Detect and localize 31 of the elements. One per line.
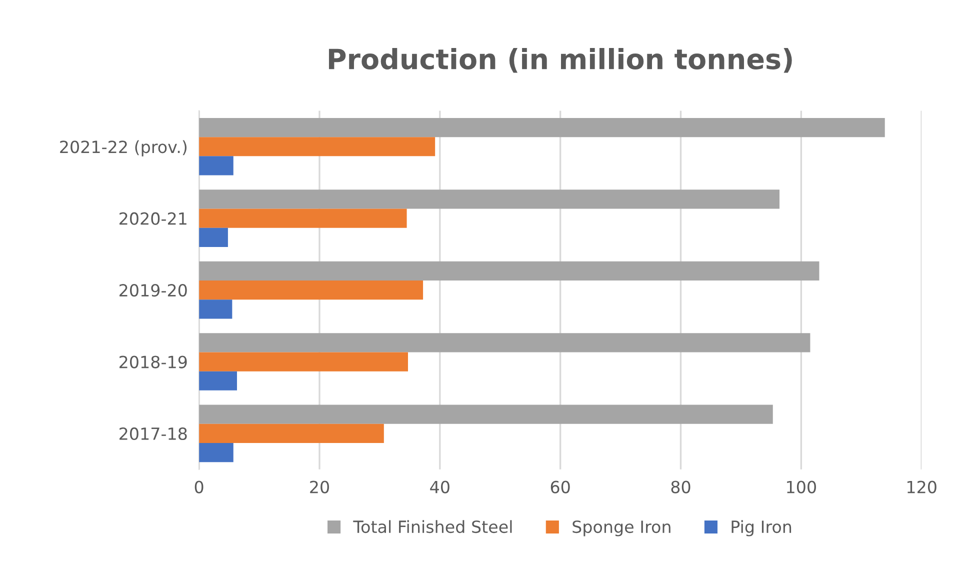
x-tick-label: 60 — [550, 480, 570, 494]
bar — [199, 190, 780, 209]
bar — [199, 352, 408, 372]
y-tick-label: 2017-18 — [120, 427, 187, 440]
y-tick-label: 2021-22 (prov.) — [60, 140, 187, 156]
x-tick-label: 20 — [310, 480, 329, 494]
x-tick-label: 80 — [671, 480, 690, 494]
bar — [199, 137, 436, 156]
x-tick-label: 120 — [908, 480, 936, 494]
x-tick-label: 0 — [194, 480, 204, 494]
legend-label: Total Finished Steel — [353, 520, 512, 534]
y-tick-label: 2020-21 — [120, 212, 186, 225]
legend-label: Sponge Iron — [572, 520, 670, 536]
legend-label: Pig Iron — [732, 520, 792, 536]
bar — [199, 333, 810, 352]
y-tick-label: 2019-20 — [120, 284, 187, 297]
chart-title: Production (in million tonnes) — [328, 48, 792, 73]
bar — [199, 156, 234, 176]
bar — [199, 261, 820, 280]
x-tick-label: 100 — [787, 480, 816, 494]
bar — [199, 208, 407, 228]
bar — [199, 118, 885, 138]
bar — [199, 443, 234, 462]
bar — [199, 424, 384, 444]
bar — [199, 404, 773, 424]
x-tick-label: 40 — [430, 480, 450, 494]
bar — [199, 371, 237, 390]
y-tick-label: 2018-19 — [120, 356, 187, 368]
bar — [199, 228, 228, 248]
bar — [199, 280, 424, 300]
bar — [199, 300, 232, 319]
